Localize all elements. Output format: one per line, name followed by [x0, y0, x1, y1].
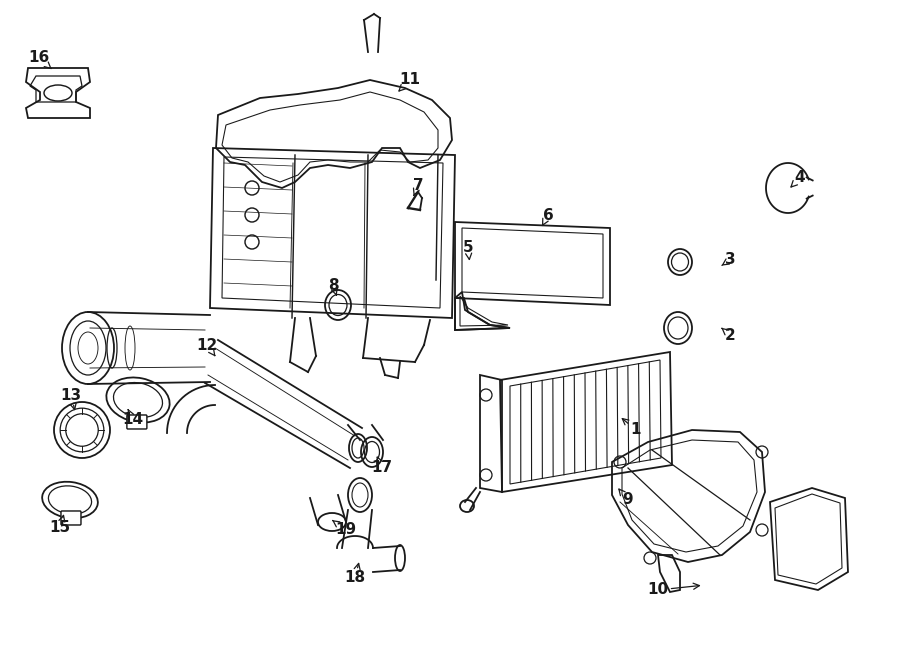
Text: 17: 17 — [372, 457, 392, 475]
Text: 5: 5 — [463, 241, 473, 260]
Text: 11: 11 — [399, 73, 420, 91]
Text: 15: 15 — [50, 516, 70, 535]
Text: 6: 6 — [543, 208, 553, 225]
Text: 16: 16 — [29, 50, 51, 69]
Text: 2: 2 — [722, 327, 735, 342]
FancyBboxPatch shape — [61, 511, 81, 525]
Text: 9: 9 — [619, 489, 634, 508]
Text: 19: 19 — [333, 520, 356, 537]
Text: 10: 10 — [647, 582, 699, 598]
Text: 4: 4 — [791, 171, 806, 187]
Text: 7: 7 — [413, 178, 423, 196]
Text: 12: 12 — [196, 338, 218, 356]
Text: 1: 1 — [622, 418, 641, 438]
Text: 14: 14 — [122, 410, 144, 428]
FancyBboxPatch shape — [127, 415, 147, 429]
Text: 8: 8 — [328, 278, 338, 295]
Text: 13: 13 — [60, 387, 82, 410]
Text: 18: 18 — [345, 563, 365, 586]
Text: 3: 3 — [722, 253, 735, 268]
